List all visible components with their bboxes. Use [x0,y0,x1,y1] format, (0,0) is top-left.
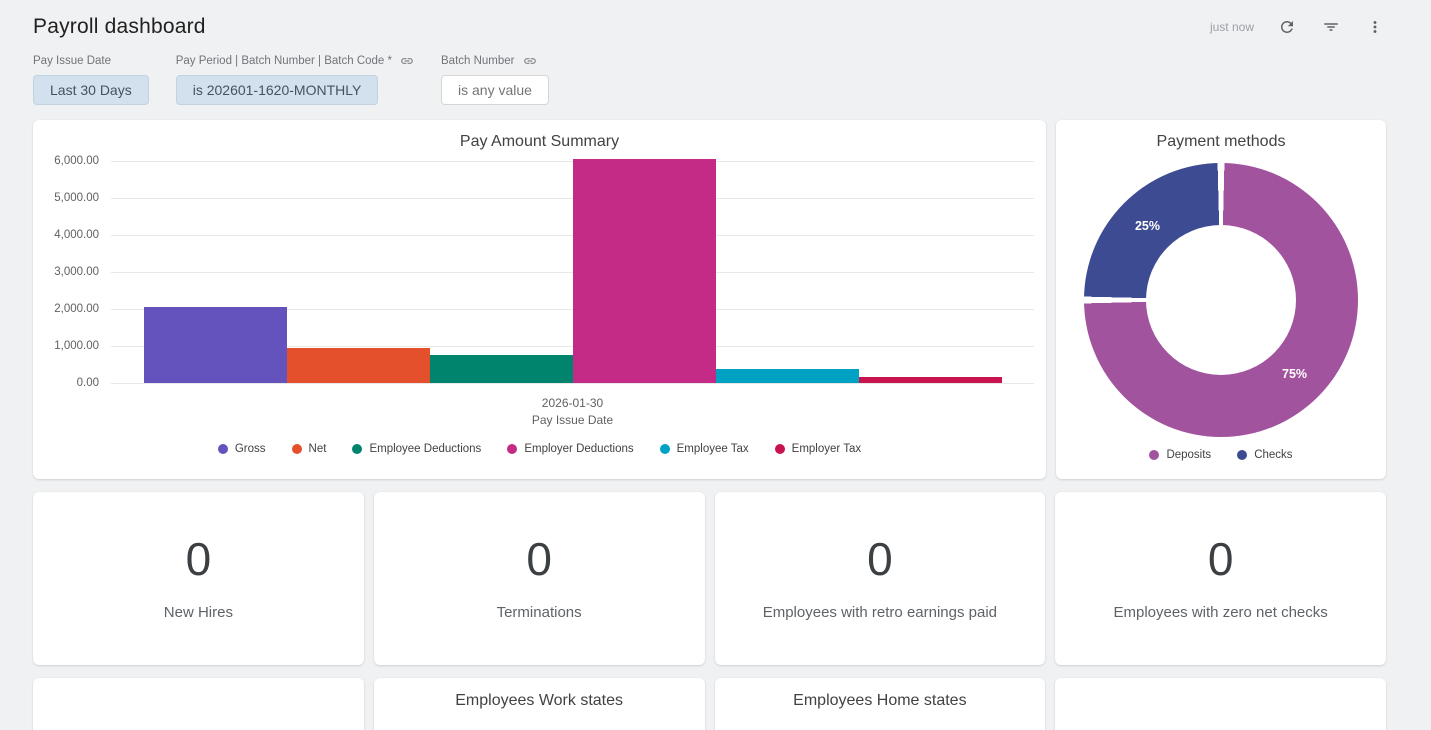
x-axis: 2026-01-30 Pay Issue Date [111,395,1034,429]
legend-label: Gross [234,443,266,455]
legend-item[interactable]: Net [291,443,327,455]
legend-label: Net [308,443,327,455]
more-options-icon[interactable] [1364,16,1386,38]
stat-card-zero-net-checks: 0 Employees with zero net checks [1055,492,1386,665]
legend-dot [352,444,363,454]
y-tick-label: 1,000.00 [54,340,99,352]
legend-label: Deposits [1166,449,1212,461]
y-tick-label: 2,000.00 [54,302,99,315]
bar-chart-plot: 6,000.00 5,000.00 4,000.00 3,000.00 2,000.00… [33,155,1046,389]
stat-value: 0 [867,533,893,585]
stat-label: Employees with zero net checks [1113,604,1328,621]
legend-dot [774,444,785,454]
x-tick-label: 2026-01-30 [541,396,604,410]
filter-bar: Pay Issue Date Last 30 Days Pay Period |… [33,53,1386,105]
legend-item[interactable]: Checks [1237,449,1293,461]
stat-value: 0 [526,533,552,585]
bar-employee-deductions[interactable] [429,354,573,383]
legend-label: Checks [1254,449,1293,461]
bars-group [111,159,1034,383]
legend-item[interactable]: Employee Deductions [352,443,481,455]
legend-label: Employer Deductions [524,443,634,455]
stat-card-retro-earnings: 0 Employees with retro earnings paid [714,492,1046,665]
bar-net[interactable] [286,347,430,383]
header-controls: just now [1210,16,1386,38]
legend-dot [659,444,670,454]
filter-label: Pay Period | Batch Number | Batch Code * [175,55,392,67]
filter-value-chip[interactable]: is 202601-1620-MONTHLY [175,75,379,105]
legend-dot [291,444,302,454]
legend-item[interactable]: Employer Deductions [507,443,634,455]
bar-gross[interactable] [143,307,287,383]
legend-label: Employer Tax [791,443,862,455]
stat-label: Employees with retro earnings paid [762,604,998,621]
dashboard-header: Payroll dashboard just now [33,0,1386,40]
legend-item[interactable]: Employer Tax [774,443,862,455]
filter-label: Batch Number [441,55,515,67]
y-tick-label: 4,000.00 [54,228,99,241]
x-axis-title: Pay Issue Date [531,413,614,427]
stat-label: New Hires [163,604,233,621]
bar-employer-tax[interactable] [858,377,1002,383]
filter-pay-issue-date: Pay Issue Date Last 30 Days [33,53,149,105]
payment-methods-card: Payment methods 75% 25% Deposits Checks [1056,120,1386,479]
y-tick-label: 6,000.00 [54,155,99,167]
bottom-card-work-states: Employees Work states [373,678,705,730]
bottom-card-title [33,678,364,692]
donut-chart-title: Payment methods [1156,133,1286,150]
legend-dot [1149,450,1160,460]
refresh-icon[interactable] [1276,16,1298,38]
bar-chart-title: Pay Amount Summary [459,133,620,150]
bar-chart-legend: Gross Net Employee Deductions Employer Dedu… [33,443,1046,455]
stat-value: 0 [185,533,212,585]
donut-chart: 75% 25% [1084,163,1358,437]
filter-icon[interactable] [1320,16,1342,38]
bottom-card-title: Employees Home states [793,692,967,709]
page-title: Payroll dashboard [33,14,206,38]
filter-value-chip[interactable]: is any value [441,75,549,105]
slice-percent-label: 75% [1282,366,1308,381]
filter-batch-number: Batch Number is any value [441,53,549,105]
slice-percent-label: 25% [1134,219,1160,234]
legend-item[interactable]: Gross [217,443,266,455]
pay-amount-summary-card: Pay Amount Summary 6,000.00 5,000.00 4,000… [33,120,1046,479]
y-tick-label: 0.00 [76,377,99,389]
donut-hole [1146,225,1296,375]
last-updated-text: just now [1209,19,1254,34]
gridline [111,383,1034,384]
filter-label: Pay Issue Date [33,55,111,67]
stat-card-terminations: 0 Terminations [373,492,705,665]
bottom-card-home-states: Employees Home states [714,678,1046,730]
legend-dot [1237,450,1248,460]
bottom-card-1 [33,678,364,730]
legend-label: Employee Deductions [369,443,482,455]
legend-item[interactable]: Deposits [1149,449,1211,461]
bottom-card-title [1055,678,1386,692]
legend-dot [217,444,228,454]
bottom-card-title: Employees Work states [455,692,623,709]
y-tick-label: 5,000.00 [54,191,99,204]
bar-employee-tax[interactable] [715,369,859,383]
stat-label: Terminations [496,604,582,621]
legend-label: Employee Tax [676,443,749,455]
donut-chart-legend: Deposits Checks [1149,449,1293,461]
legend-item[interactable]: Employee Tax [659,443,749,455]
bottom-card-4 [1055,678,1386,730]
filter-value-chip[interactable]: Last 30 Days [33,75,149,105]
stat-card-new-hires: 0 New Hires [33,492,364,665]
filter-pay-period-batch: Pay Period | Batch Number | Batch Code *… [175,53,414,105]
link-icon [400,54,414,68]
stat-value: 0 [1207,533,1234,585]
legend-dot [507,444,518,454]
y-tick-label: 3,000.00 [54,266,99,278]
bar-employer-deductions[interactable] [572,159,716,383]
link-icon [523,54,537,68]
